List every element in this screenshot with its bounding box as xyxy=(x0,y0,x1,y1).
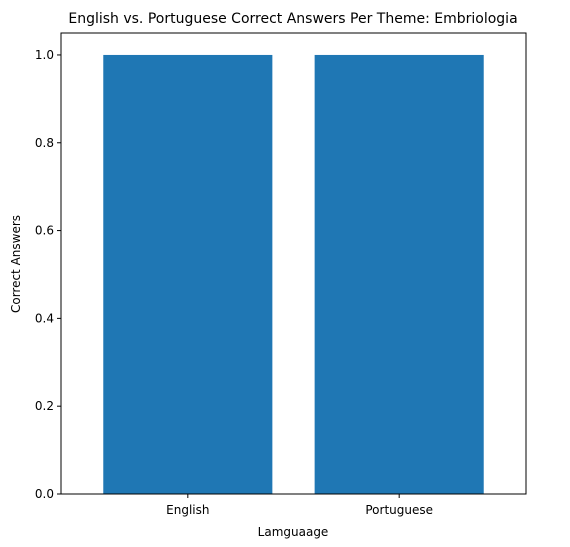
y-tick-label: 1.0 xyxy=(35,48,54,62)
x-tick-label: Portuguese xyxy=(365,503,433,517)
plot-frame xyxy=(60,32,527,495)
bar-english xyxy=(103,54,273,494)
y-tick-label: 0.4 xyxy=(35,311,54,325)
bar-portuguese xyxy=(314,54,484,494)
y-tick-label: 0.0 xyxy=(35,487,54,501)
y-tick-label: 0.6 xyxy=(35,224,54,238)
x-tick-label: English xyxy=(166,503,209,517)
x-axis-label: Lamguaage xyxy=(258,525,329,539)
bars-group xyxy=(103,54,484,494)
y-tick-label: 0.2 xyxy=(35,399,54,413)
y-axis-label: Correct Answers xyxy=(9,215,23,313)
x-ticks-group: English Portuguese xyxy=(166,494,433,517)
y-ticks-group: 0.0 0.2 0.4 0.6 0.8 1.0 xyxy=(35,48,61,501)
y-tick-label: 0.8 xyxy=(35,136,54,150)
chart-title: English vs. Portuguese Correct Answers P… xyxy=(68,11,517,27)
